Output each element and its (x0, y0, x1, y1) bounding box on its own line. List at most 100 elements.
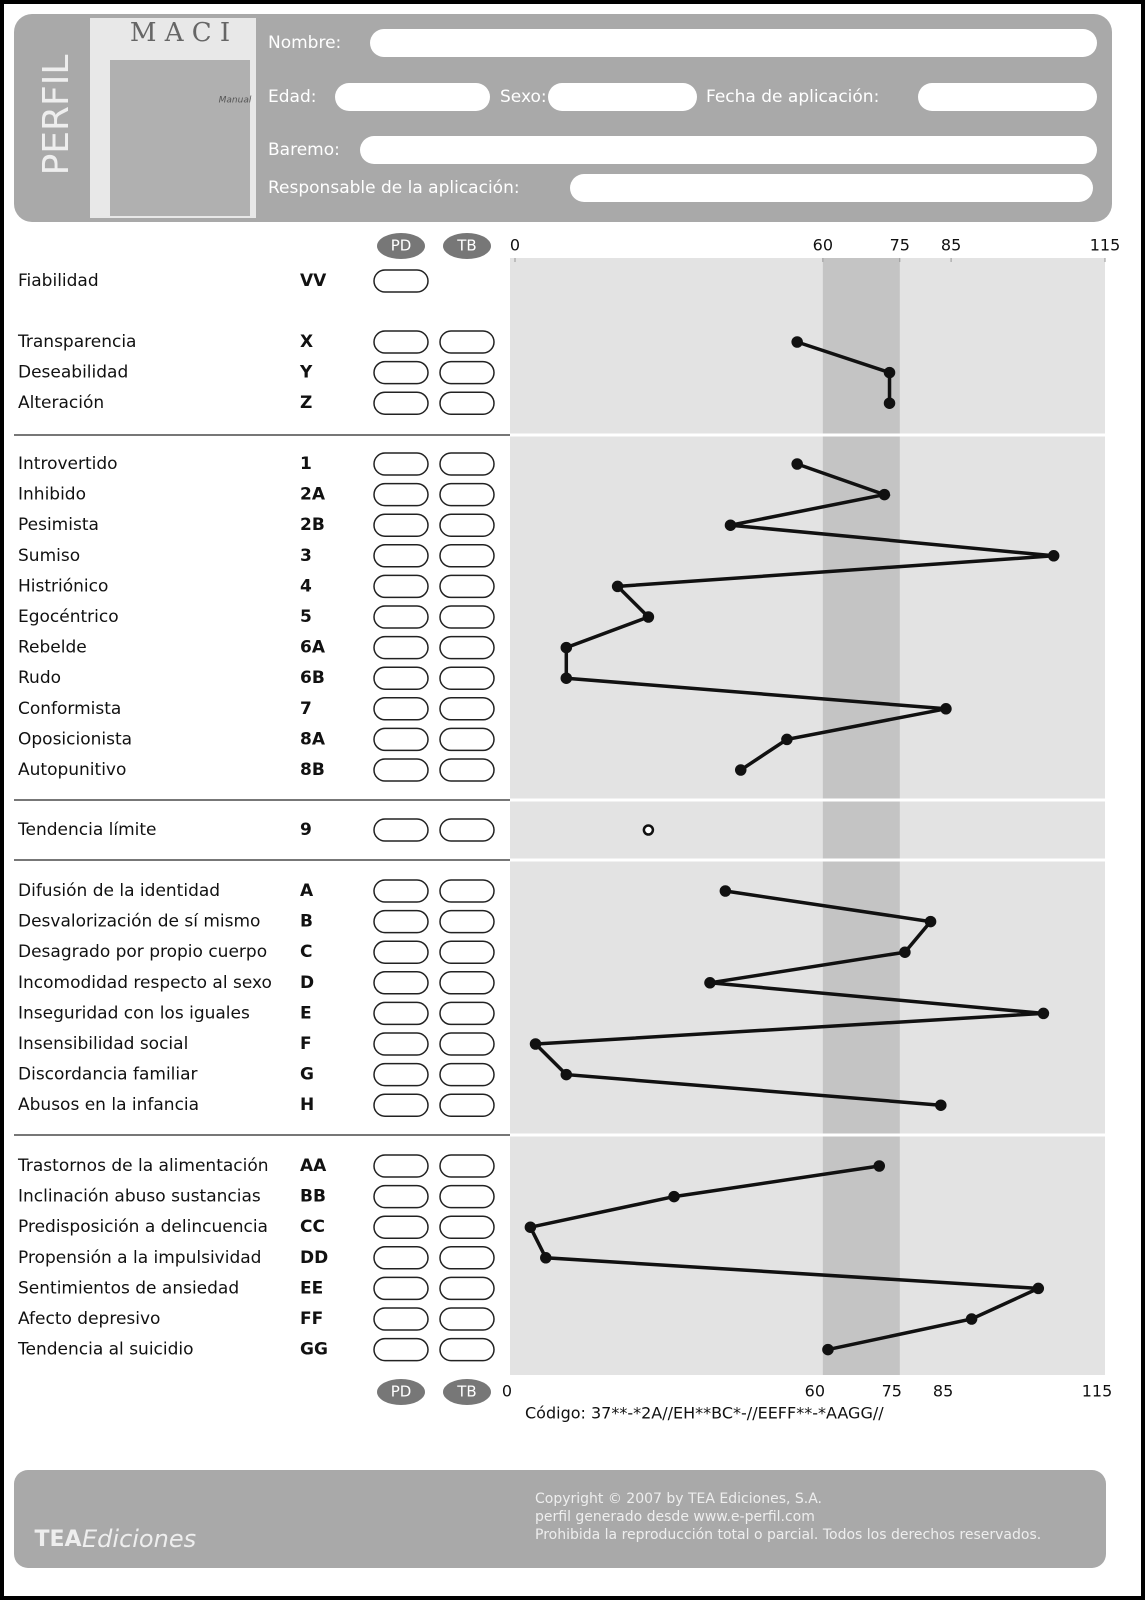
profile-point (883, 397, 896, 409)
scale-code: 8B (300, 760, 325, 780)
profile-point (791, 458, 803, 470)
field-label: Edad: (268, 87, 316, 107)
field-box (548, 83, 697, 111)
tb-box (439, 1307, 495, 1331)
scale-label: Abusos en la infancia (18, 1095, 199, 1115)
scale-code: 6B (300, 668, 325, 688)
pd-box (373, 971, 429, 995)
profile-point (560, 641, 573, 654)
profile-point (791, 336, 803, 348)
x-tick-label: 85 (933, 1382, 953, 1401)
profile-point (611, 580, 624, 593)
pd-box (373, 879, 429, 903)
pd-box (373, 1246, 429, 1270)
pd-box (373, 1032, 429, 1056)
column-header-pill (377, 1379, 425, 1405)
scale-code: GG (300, 1340, 328, 1360)
scale-label: Deseabilidad (18, 363, 128, 383)
profile-point (1047, 550, 1060, 562)
field-label: Sexo: (500, 87, 547, 107)
pd-box (373, 909, 429, 934)
scale-label: Pesimista (18, 515, 99, 535)
scale-label: Transparencia (17, 332, 136, 352)
scale-label: Predisposición a delincuencia (18, 1217, 268, 1237)
scale-code: 8A (300, 729, 326, 749)
scale-code: B (300, 912, 313, 932)
scale-code: X (300, 332, 313, 352)
tb-box (439, 635, 495, 660)
scale-code: 2B (300, 515, 325, 535)
chart-area (510, 258, 1105, 1375)
scale-code: FF (300, 1309, 323, 1329)
x-tick-label: 75 (882, 1382, 902, 1401)
field-box (918, 83, 1097, 111)
tb-box (439, 574, 495, 599)
scale-label: Histriónico (18, 576, 108, 596)
column-header-pill (443, 1379, 491, 1405)
pd-box (373, 452, 429, 476)
profile-point (529, 1038, 542, 1050)
pd-box (373, 1307, 429, 1331)
scale-code: 7 (300, 699, 312, 719)
scale-label: Desagrado por propio cuerpo (18, 942, 267, 962)
pd-box (373, 635, 429, 660)
x-tick-label: 0 (510, 236, 520, 255)
logo-photo (110, 60, 250, 216)
field-label: Baremo: (268, 140, 340, 160)
pd-box (373, 1337, 429, 1362)
scale-label: Rudo (18, 668, 61, 688)
profile-point (642, 824, 655, 836)
header-panel (14, 14, 1112, 222)
scale-label: Insensibilidad social (18, 1034, 188, 1054)
pd-box (373, 1215, 429, 1239)
scale-label: Inseguridad con los iguales (18, 1003, 250, 1023)
tb-box (439, 727, 495, 752)
profile-point (873, 1160, 886, 1172)
reference-band (822, 258, 900, 1375)
tb-box (439, 666, 495, 690)
column-header-pill (377, 233, 425, 259)
tb-box (439, 360, 495, 385)
scale-code: AA (300, 1156, 327, 1176)
pd-box (373, 1276, 429, 1301)
profile-point (668, 1190, 680, 1203)
scale-label: Afecto depresivo (18, 1309, 160, 1329)
x-tick-label: 0 (502, 1382, 512, 1401)
scale-label: Tendencia al suicidio (17, 1340, 194, 1360)
profile-point (560, 1068, 573, 1081)
tb-box (439, 391, 495, 415)
x-tick-label: 85 (941, 236, 961, 255)
column-header: PD (391, 1383, 412, 1401)
x-tick-label: 75 (890, 236, 910, 255)
column-header-pill (443, 233, 491, 259)
footer-brand: Ediciones (82, 1525, 196, 1553)
field-box (360, 136, 1097, 164)
profile-line (531, 889, 1044, 1107)
logo-subtitle: Manual (219, 96, 252, 106)
scale-code: F (300, 1034, 312, 1054)
side-label: PERFIL (36, 55, 77, 176)
tb-box (439, 971, 495, 995)
tb-box (439, 1184, 495, 1209)
scale-label: Alteración (18, 393, 104, 413)
scale-label: Incomodidad respecto al sexo (18, 973, 272, 993)
scale-code: G (300, 1065, 314, 1085)
pd-box (373, 513, 429, 537)
tb-box (439, 1246, 495, 1270)
pd-box (373, 1154, 429, 1178)
tb-box (439, 1215, 495, 1239)
pd-box (373, 666, 429, 690)
column-header: TB (456, 1383, 476, 1401)
tb-box (439, 758, 495, 782)
scale-code: D (300, 973, 314, 993)
pd-box (373, 574, 429, 599)
tb-box (439, 482, 495, 507)
scale-label: Discordancia familiar (18, 1065, 198, 1085)
pd-box (373, 940, 429, 964)
scale-code: A (300, 881, 314, 901)
pd-box (373, 1062, 429, 1087)
pd-box (373, 758, 429, 782)
scale-code: CC (300, 1217, 325, 1237)
scale-code: 4 (300, 576, 312, 596)
profile-point (540, 1252, 552, 1264)
